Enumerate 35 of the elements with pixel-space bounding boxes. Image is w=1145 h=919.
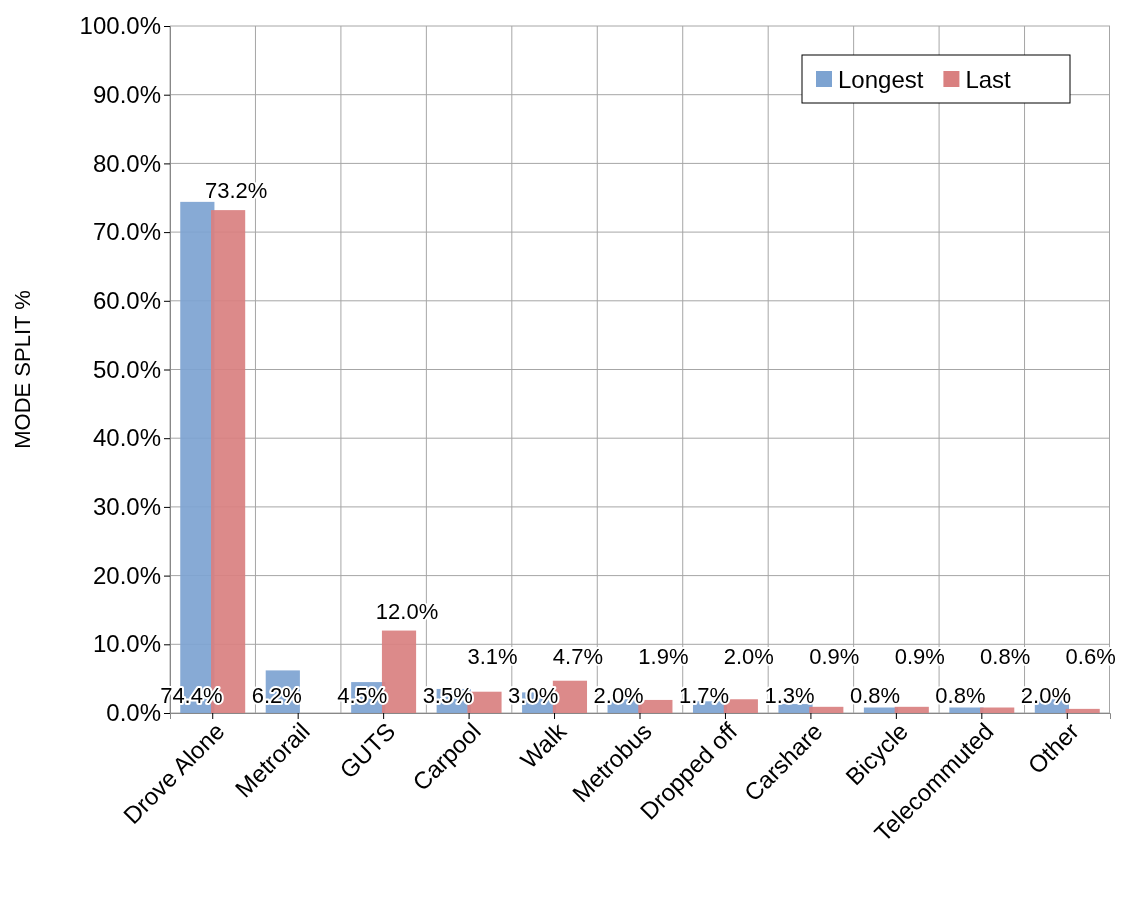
legend-label: Longest <box>838 66 924 93</box>
y-axis-title: MODE SPLIT % <box>10 290 35 449</box>
data-label: 0.8% <box>849 683 901 708</box>
y-tick-label: 100.0% <box>79 12 161 40</box>
data-label: 0.8% <box>980 643 1031 669</box>
data-label: 73.2% <box>204 178 268 204</box>
y-tick-label: 70.0% <box>92 218 161 246</box>
data-label: 12.0% <box>375 598 439 624</box>
data-label: 1.9% <box>638 643 689 669</box>
y-tick-label: 50.0% <box>92 355 161 383</box>
y-tick-label: 10.0% <box>92 630 161 658</box>
data-label: 0.9% <box>894 643 945 669</box>
data-label: 0.6% <box>1065 643 1116 669</box>
bar <box>980 707 1015 713</box>
bar <box>809 706 844 713</box>
y-tick-label: 40.0% <box>92 424 161 452</box>
data-label: 4.7% <box>552 643 604 669</box>
y-tick-label: 90.0% <box>92 80 161 108</box>
data-label: 3.1% <box>467 643 518 669</box>
data-label: 0.9% <box>809 643 860 669</box>
legend-label: Last <box>965 66 1012 93</box>
data-label: 1.3% <box>764 683 815 708</box>
y-tick-label: 60.0% <box>92 286 161 314</box>
y-tick-label: 30.0% <box>92 493 161 521</box>
bar <box>1065 708 1100 713</box>
data-label: 0.8% <box>935 683 986 708</box>
bar <box>894 706 929 713</box>
data-label: 1.7% <box>678 683 730 708</box>
data-label: 2.0% <box>593 683 644 708</box>
data-label: 3.0% <box>508 683 559 708</box>
data-label: 2.0% <box>1020 683 1071 708</box>
y-tick-label: 20.0% <box>92 561 161 589</box>
y-tick-label: 0.0% <box>106 699 161 727</box>
y-tick-label: 80.0% <box>92 149 161 177</box>
data-label: 2.0% <box>723 643 774 669</box>
